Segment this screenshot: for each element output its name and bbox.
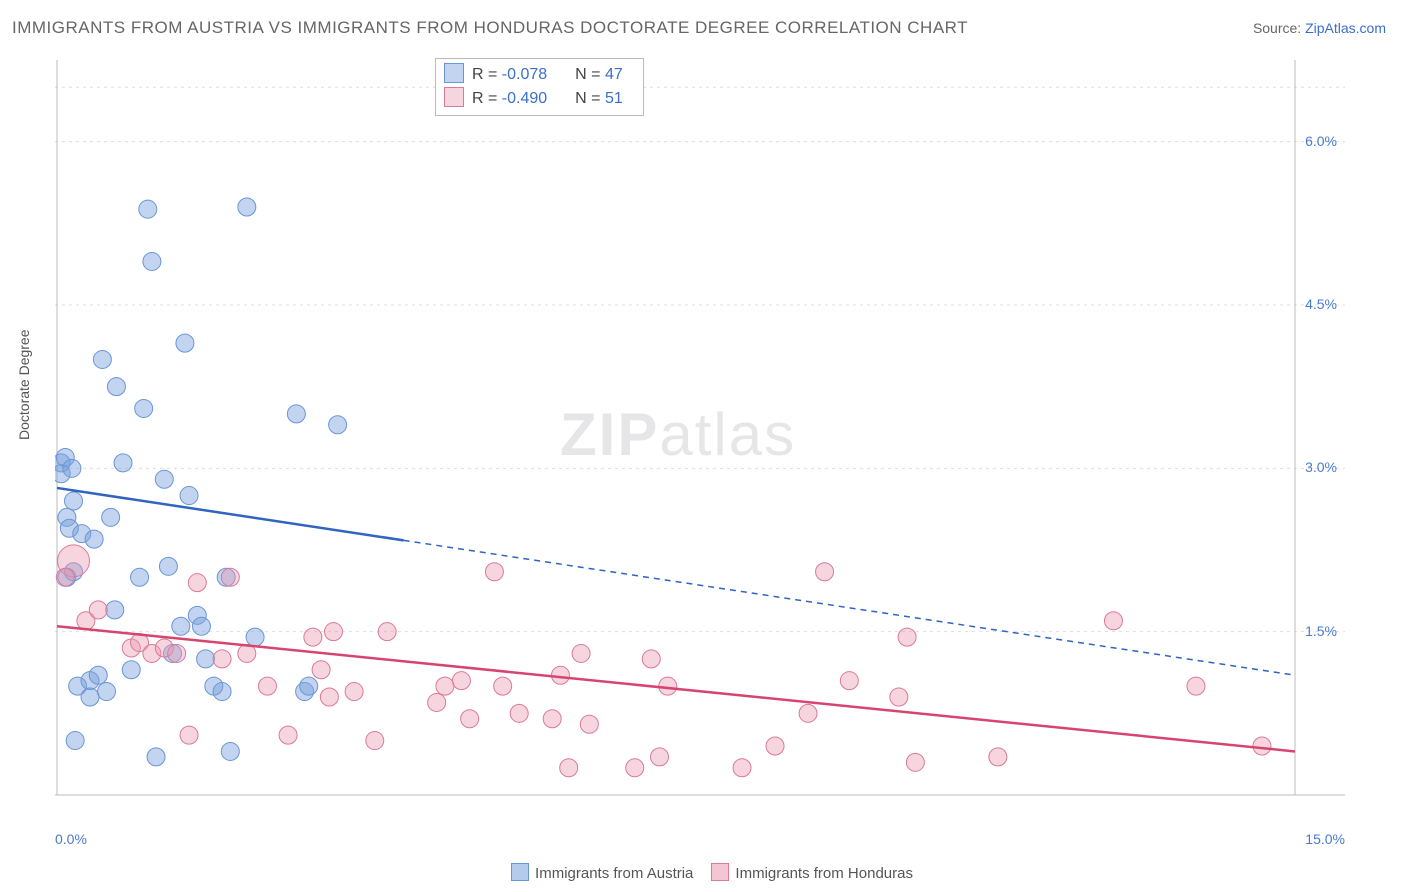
- source-link[interactable]: ZipAtlas.com: [1305, 20, 1386, 36]
- legend-label: Immigrants from Honduras: [735, 865, 913, 882]
- chart-title: IMMIGRANTS FROM AUSTRIA VS IMMIGRANTS FR…: [12, 18, 968, 38]
- x-tick-min: 0.0%: [55, 831, 87, 847]
- stats-legend: R = -0.078 N = 47R = -0.490 N = 51: [435, 58, 644, 116]
- watermark-bold: ZIP: [560, 401, 659, 468]
- legend-swatch: [511, 863, 529, 881]
- stat-legend-row: R = -0.078 N = 47: [444, 63, 635, 87]
- x-tick-max: 15.0%: [1305, 831, 1345, 847]
- watermark-light: atlas: [659, 401, 796, 468]
- watermark: ZIPatlas: [560, 400, 796, 469]
- y-tick-label: 4.5%: [1305, 296, 1337, 312]
- source-prefix: Source:: [1253, 20, 1305, 36]
- source-attribution: Source: ZipAtlas.com: [1253, 20, 1386, 36]
- stat-legend-row: R = -0.490 N = 51: [444, 87, 635, 111]
- y-tick-label: 1.5%: [1305, 623, 1337, 639]
- y-tick-label: 3.0%: [1305, 459, 1337, 475]
- legend-label: Immigrants from Austria: [535, 865, 693, 882]
- y-axis-label: Doctorate Degree: [16, 329, 32, 440]
- series-legend: Immigrants from Austria Immigrants from H…: [0, 863, 1406, 882]
- y-tick-label: 6.0%: [1305, 133, 1337, 149]
- legend-swatch: [711, 863, 729, 881]
